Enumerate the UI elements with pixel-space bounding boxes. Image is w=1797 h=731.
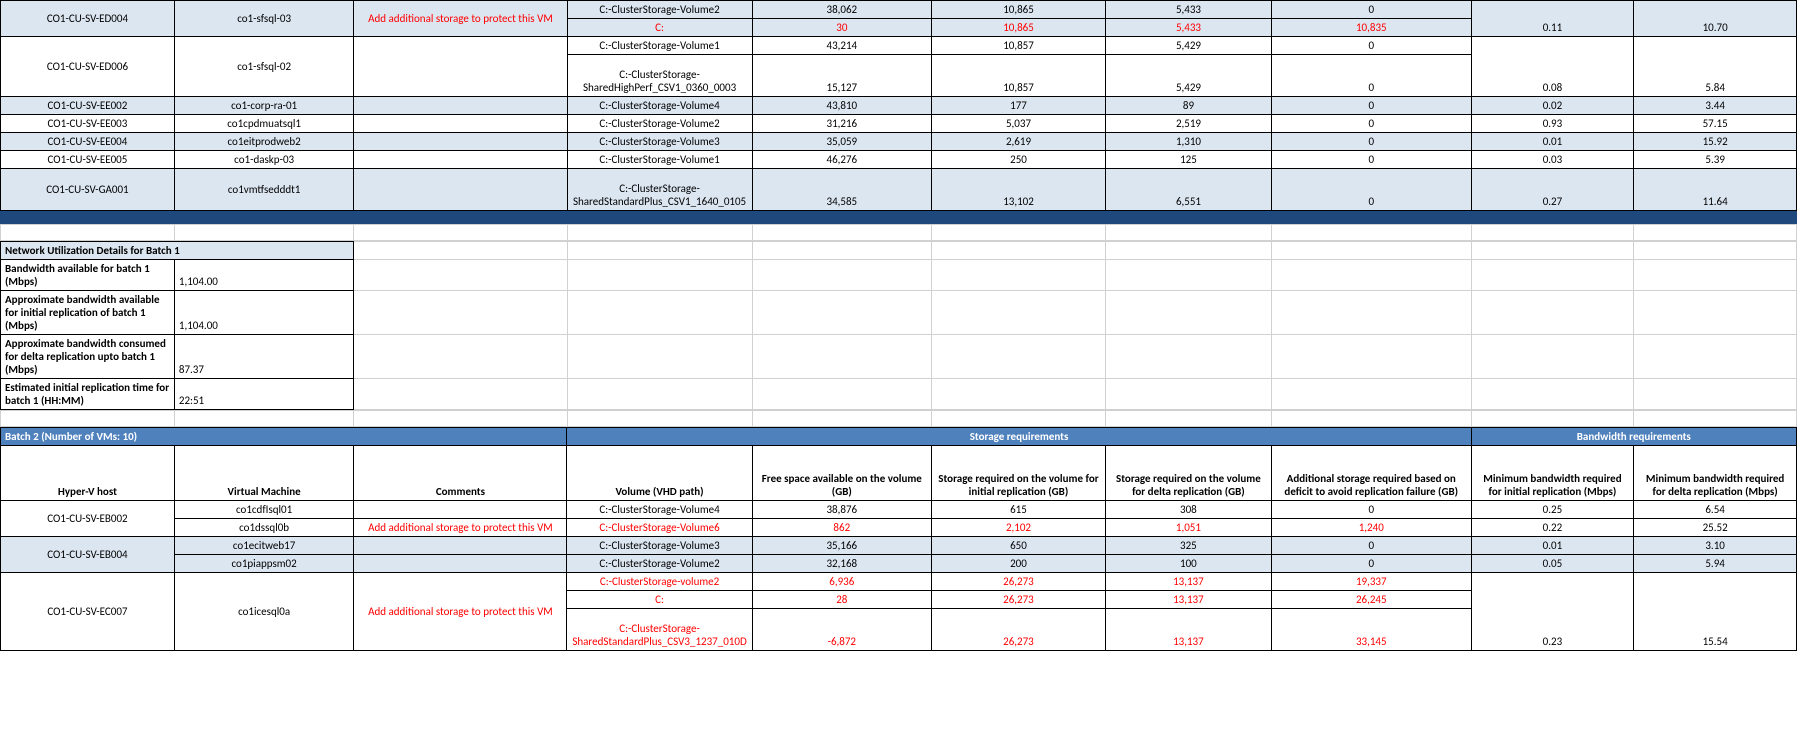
table-row: CO1-CU-SV-EB002co1cdfIsql01C:-ClusterSto… bbox=[1, 501, 1797, 519]
top-storage-table: CO1-CU-SV-ED004co1-sfsql-03Add additiona… bbox=[0, 0, 1797, 211]
table-row: co1piappsm02C:-ClusterStorage-Volume232,… bbox=[1, 555, 1797, 573]
table-row: CO1-CU-SV-ED004co1-sfsql-03Add additiona… bbox=[1, 1, 1797, 19]
batch2-table: Batch 2 (Number of VMs: 10) Storage requ… bbox=[0, 427, 1797, 651]
col-vm: Virtual Machine bbox=[174, 446, 353, 501]
table-row: co1dssql0bAdd additional storage to prot… bbox=[1, 519, 1797, 537]
table-row: CO1-CU-SV-EE003co1cpdmuatsql1C:-ClusterS… bbox=[1, 115, 1797, 133]
table-row: CO1-CU-SV-EE005co1-daskp-03C:-ClusterSto… bbox=[1, 151, 1797, 169]
table-row: CO1-CU-SV-EE002co1-corp-ra-01C:-ClusterS… bbox=[1, 97, 1797, 115]
col-bw-init: Minimum bandwidth required for initial r… bbox=[1471, 446, 1634, 501]
batch2-bw-hdr: Bandwidth requirements bbox=[1471, 428, 1796, 446]
batch2-storage-hdr: Storage requirements bbox=[567, 428, 1471, 446]
table-row: CO1-CU-SV-EE004co1eitprodweb2C:-ClusterS… bbox=[1, 133, 1797, 151]
col-sreq-init: Storage required on the volume for initi… bbox=[932, 446, 1106, 501]
batch2-title: Batch 2 (Number of VMs: 10) bbox=[1, 428, 567, 446]
col-bw-delta: Minimum bandwidth required for delta rep… bbox=[1634, 446, 1797, 501]
net-section-title: Network Utilization Details for Batch 1 bbox=[1, 242, 354, 260]
empty-grid-1 bbox=[0, 224, 1797, 241]
col-comments: Comments bbox=[354, 446, 567, 501]
table-row: CO1-CU-SV-GA001co1vmtfsedddt1C:-ClusterS… bbox=[1, 169, 1797, 211]
col-host: Hyper-V host bbox=[1, 446, 175, 501]
col-vol: Volume (VHD path) bbox=[567, 446, 752, 501]
table-row: CO1-CU-SV-EB004co1ecitweb17C:-ClusterSto… bbox=[1, 537, 1797, 555]
net-row: Bandwidth available for batch 1 (Mbps)1,… bbox=[1, 260, 1797, 291]
dark-separator-1 bbox=[0, 211, 1797, 224]
col-free: Free space available on the volume (GB) bbox=[752, 446, 931, 501]
net-row: Approximate bandwidth consumed for delta… bbox=[1, 335, 1797, 379]
batch2-col-headers: Hyper-V host Virtual Machine Comments Vo… bbox=[1, 446, 1797, 501]
empty-grid-2 bbox=[0, 410, 1797, 427]
net-row: Estimated initial replication time for b… bbox=[1, 379, 1797, 410]
col-addl: Additional storage required based on def… bbox=[1271, 446, 1471, 501]
table-row: CO1-CU-SV-EC007co1icesql0aAdd additional… bbox=[1, 573, 1797, 591]
net-row: Approximate bandwidth available for init… bbox=[1, 291, 1797, 335]
col-sreq-delta: Storage required on the volume for delta… bbox=[1105, 446, 1271, 501]
table-row: CO1-CU-SV-ED006co1-sfsql-02C:-ClusterSto… bbox=[1, 37, 1797, 55]
network-utilization-table: Network Utilization Details for Batch 1 … bbox=[0, 241, 1797, 410]
